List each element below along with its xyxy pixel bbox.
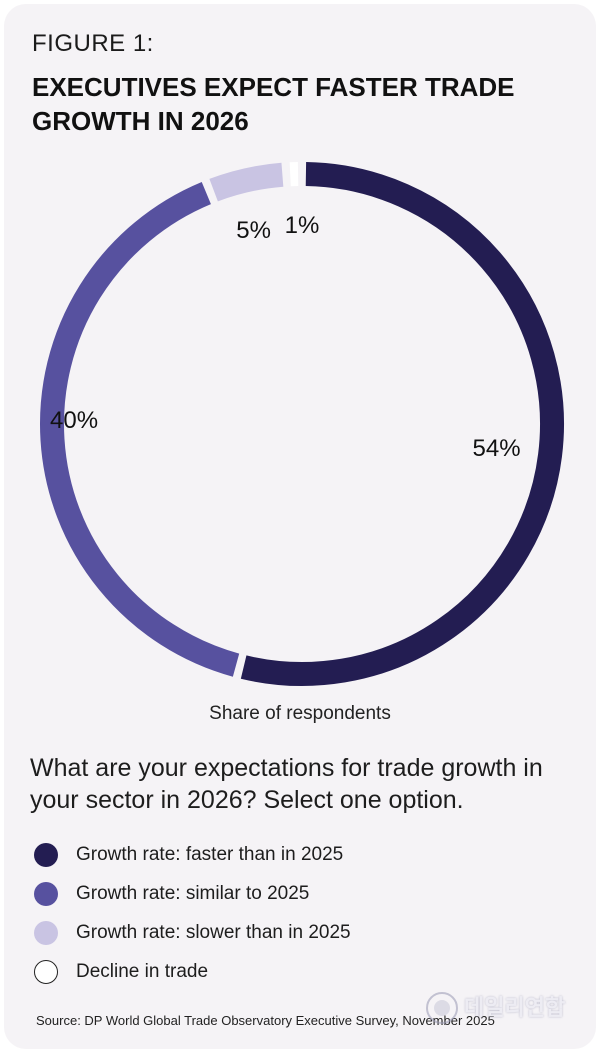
- donut-slice-similar: [40, 181, 240, 677]
- donut-slice-faster: [240, 162, 564, 686]
- data-label-similar: 40%: [50, 407, 98, 434]
- watermark-text: 데일리연합: [464, 995, 566, 1020]
- legend-swatch-similar: [34, 882, 58, 906]
- legend-label-faster: Growth rate: faster than in 2025: [76, 844, 344, 865]
- legend-swatch-slower: [34, 921, 58, 945]
- share-caption: Share of respondents: [209, 703, 391, 724]
- legend-label-similar: Growth rate: similar to 2025: [76, 883, 310, 904]
- donut-chart: 54% 40% 5% 1%: [40, 162, 564, 686]
- data-label-decline: 1%: [285, 212, 320, 239]
- donut-chart-svg: 54% 40% 5% 1%: [40, 162, 564, 686]
- figure-label: FIGURE 1:: [32, 30, 154, 57]
- legend-item-faster: Growth rate: faster than in 2025: [34, 842, 351, 868]
- chart-title: EXECUTIVES EXPECT FASTER TRADE GROWTH IN…: [32, 72, 515, 136]
- legend-item-slower: Growth rate: slower than in 2025: [34, 920, 351, 946]
- donut-slice-slower: [209, 162, 284, 202]
- legend: Growth rate: faster than in 2025 Growth …: [34, 842, 351, 998]
- data-label-slower: 5%: [236, 217, 271, 244]
- watermark-emblem-icon: [426, 992, 458, 1024]
- watermark-logo: 데일리연합: [424, 990, 584, 1026]
- source-note: Source: DP World Global Trade Observator…: [36, 1013, 495, 1028]
- legend-swatch-decline: [34, 960, 58, 984]
- figure-card: FIGURE 1: EXECUTIVES EXPECT FASTER TRADE…: [4, 4, 596, 1049]
- legend-item-decline: Decline in trade: [34, 959, 351, 985]
- legend-item-similar: Growth rate: similar to 2025: [34, 881, 351, 907]
- legend-swatch-faster: [34, 843, 58, 867]
- survey-question: What are your expectations for trade gro…: [30, 754, 543, 814]
- data-label-faster: 54%: [473, 435, 521, 462]
- legend-label-slower: Growth rate: slower than in 2025: [76, 922, 351, 943]
- legend-label-decline: Decline in trade: [76, 961, 209, 982]
